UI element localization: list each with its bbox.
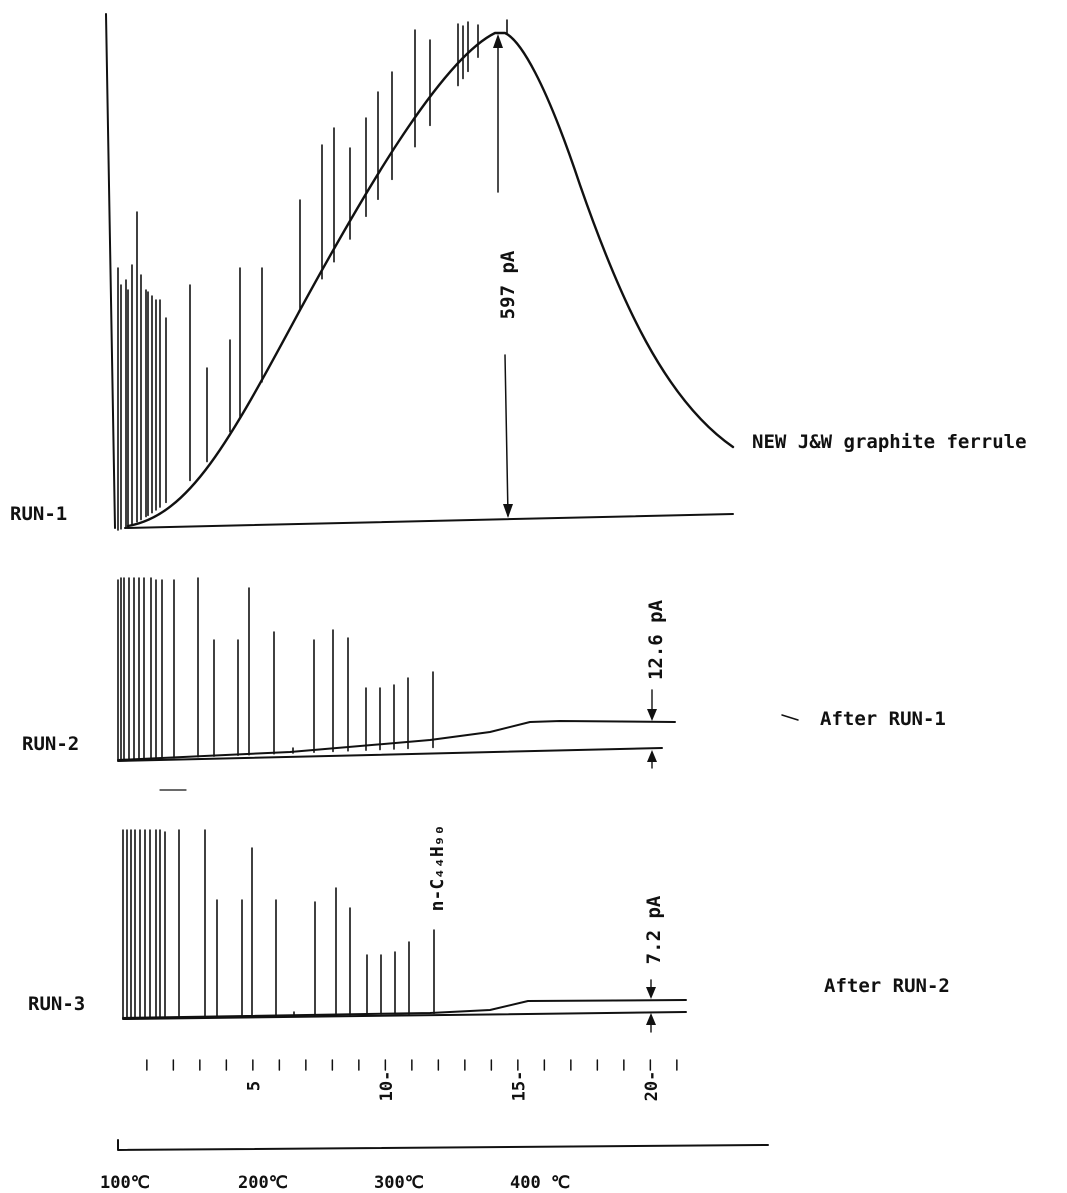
run2-baseline: [117, 747, 663, 762]
run3-baseline: [122, 1011, 687, 1020]
time-tick-label-10: 10-: [377, 1071, 397, 1102]
run1-arrowhead-down: [503, 504, 513, 518]
run2-panel: 12.6 pA RUN-2 After RUN-1: [22, 577, 946, 791]
time-tick-label-15: 15-: [510, 1071, 530, 1102]
temp-label-100: 100℃: [100, 1173, 150, 1193]
run3-raised-signal: [122, 999, 687, 1019]
temperature-axis: 100℃ 200℃ 300℃ 400 ℃: [100, 1139, 769, 1193]
temp-label-300: 300℃: [374, 1173, 424, 1193]
run2-raised-signal: [117, 720, 676, 761]
run2-arrowhead-down: [647, 709, 657, 721]
run2-description: After RUN-1: [820, 708, 946, 730]
run3-peak-label: n-C₄₄H₉₀: [427, 825, 448, 912]
temperature-axis-line: [117, 1139, 769, 1151]
time-axis: 5 10- 15- 20-: [146, 1059, 678, 1102]
temp-label-200: 200℃: [238, 1173, 288, 1193]
run1-arrow-line-lower: [504, 354, 509, 517]
run3-label: RUN-3: [28, 993, 85, 1015]
run1-arrowhead-up: [493, 34, 503, 48]
run2-pointer-mark: [781, 714, 799, 721]
run1-y-axis: [105, 13, 116, 529]
run1-annotation: 597 pA: [497, 250, 519, 319]
run1-panel: 597 pA RUN-1 NEW J&W graphite ferrule: [10, 13, 1027, 531]
time-tick-label-20: 20-: [642, 1071, 662, 1102]
run1-label: RUN-1: [10, 503, 67, 525]
run2-label: RUN-2: [22, 733, 79, 755]
run2-arrowhead-up: [647, 750, 657, 762]
run3-description: After RUN-2: [824, 975, 950, 997]
run3-annotation: 7.2 pA: [643, 895, 665, 964]
run3-panel: 7.2 pA n-C₄₄H₉₀ RUN-3 After RUN-2: [28, 825, 950, 1033]
run1-peaks: [117, 19, 508, 531]
time-tick-label-5: 5: [245, 1081, 265, 1091]
run1-description: NEW J&W graphite ferrule: [752, 431, 1027, 453]
run3-arrowhead-down: [646, 987, 656, 999]
run3-peaks: [126, 829, 435, 1019]
run1-baseline: [124, 513, 734, 529]
run3-arrowhead-up: [646, 1013, 656, 1025]
run1-baseline-rise-curve: [126, 31, 735, 528]
run2-peaks: [120, 577, 434, 761]
run2-annotation: 12.6 pA: [645, 599, 667, 680]
temp-label-400: 400 ℃: [510, 1173, 570, 1193]
